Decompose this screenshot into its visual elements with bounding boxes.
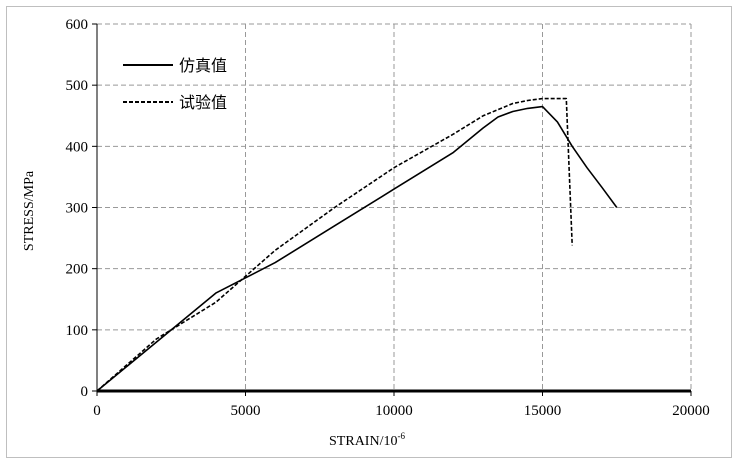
x-tick-label-15000: 15000	[524, 403, 562, 419]
x-axis-title-superscript: -6	[397, 431, 405, 441]
y-tick-label-200: 200	[66, 262, 89, 278]
x-tick-label-20000: 20000	[672, 403, 710, 419]
series-line-experiment	[96, 97, 573, 392]
x-tick-label-0: 0	[93, 403, 101, 419]
y-tick-label-400: 400	[66, 139, 89, 155]
chart-frame: 0 100 200 300 400 500 600 0 5000 10000 15000 20000 …	[6, 6, 732, 458]
y-tick-label-600: 600	[66, 17, 89, 33]
series-layer	[96, 97, 618, 392]
x-tick-label-10000: 10000	[375, 403, 413, 419]
legend-item-simulation: 仿真值	[123, 56, 227, 75]
x-axis-title: STRAIN/10-6	[329, 431, 405, 449]
y-tick-label-0: 0	[81, 384, 89, 400]
axis-layer	[92, 23, 692, 396]
grid-layer	[97, 23, 692, 391]
x-axis-title-main: STRAIN/10	[329, 434, 397, 449]
x-tick-label-5000: 5000	[231, 403, 261, 419]
y-tick-label-500: 500	[66, 78, 89, 94]
y-tick-label-300: 300	[66, 201, 89, 217]
legend-label-simulation: 仿真值	[179, 56, 227, 75]
y-axis-title: STRESS/MPa	[22, 170, 37, 251]
legend-item-experiment: 试验值	[123, 93, 227, 112]
y-tick-label-100: 100	[66, 323, 89, 339]
legend-label-experiment: 试验值	[179, 93, 227, 112]
legend: 仿真值 试验值	[123, 56, 227, 112]
tick-label-layer: 0 100 200 300 400 500 600 0 5000 10000 15000 20000	[66, 17, 710, 419]
series-line-simulation	[96, 105, 618, 392]
